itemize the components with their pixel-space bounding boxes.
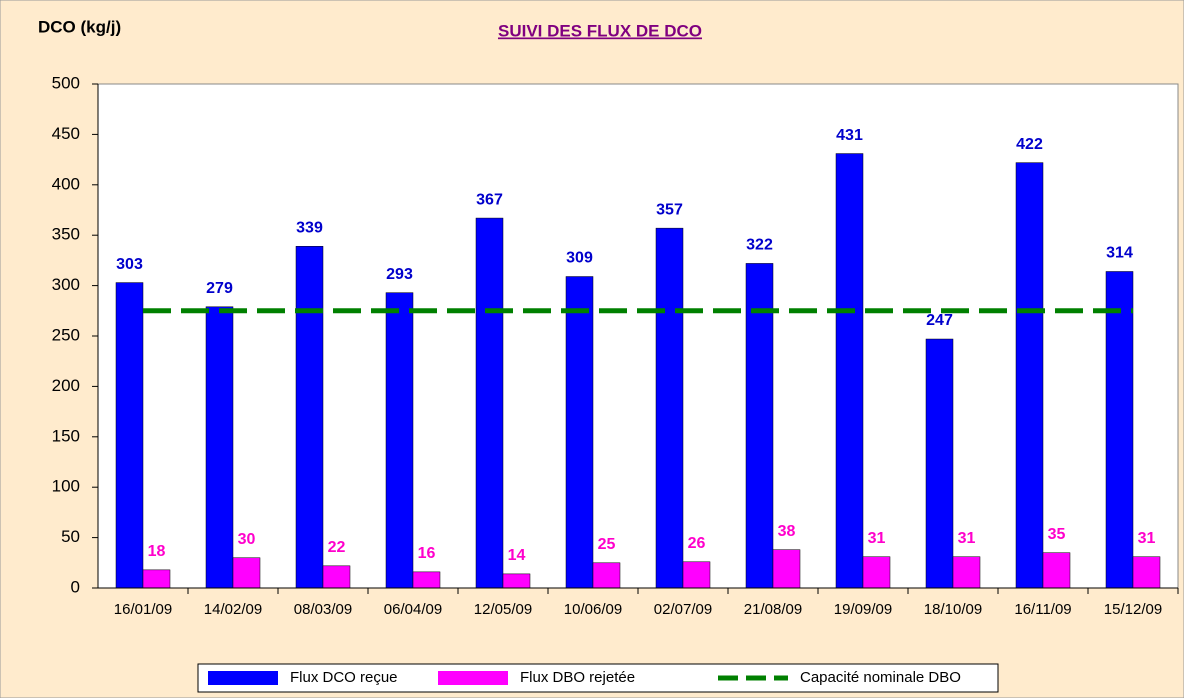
x-tick-label: 16/11/09: [1014, 601, 1071, 618]
y-tick-label: 350: [52, 225, 80, 244]
bar: [592, 562, 621, 589]
y-tick-label: 0: [71, 577, 80, 596]
data-label: 339: [296, 220, 323, 237]
data-label: 314: [1106, 245, 1133, 262]
legend-swatch: [208, 671, 278, 685]
y-tick-label: 250: [52, 325, 80, 344]
x-tick-label: 15/12/09: [1104, 601, 1162, 618]
x-tick-label: 02/07/09: [654, 601, 712, 618]
y-tick-label: 50: [61, 527, 80, 546]
data-label: 31: [1138, 530, 1156, 547]
data-label: 16: [418, 545, 436, 562]
legend: [197, 663, 999, 693]
bar: [322, 565, 351, 589]
data-label: 309: [566, 250, 593, 267]
data-label: 322: [746, 237, 773, 254]
x-tick-label: 16/01/09: [114, 601, 172, 618]
data-label: 38: [778, 523, 796, 540]
x-tick-label: 21/08/09: [744, 601, 802, 618]
y-tick-label: 100: [52, 477, 80, 496]
data-label: 293: [386, 266, 413, 283]
bar: [205, 306, 234, 589]
x-tick-label: 08/03/09: [294, 601, 352, 618]
bar: [565, 276, 594, 589]
bar: [1015, 162, 1044, 589]
data-label: 14: [508, 547, 526, 564]
data-label: 367: [476, 191, 503, 208]
data-label: 279: [206, 280, 233, 297]
data-label: 303: [116, 256, 143, 273]
x-tick-label: 14/02/09: [204, 601, 262, 618]
bar: [115, 282, 144, 589]
data-label: 31: [958, 530, 976, 547]
data-label: 422: [1016, 136, 1043, 153]
x-tick-label: 19/09/09: [834, 601, 892, 618]
y-tick-label: 400: [52, 174, 80, 193]
bar: [925, 338, 954, 589]
y-tick-label: 150: [52, 426, 80, 445]
bar: [232, 557, 261, 589]
legend-swatch: [438, 671, 508, 685]
data-label: 431: [836, 127, 863, 144]
y-tick-label: 450: [52, 124, 80, 143]
y-tick-label: 500: [52, 73, 80, 92]
bar: [295, 246, 324, 589]
bar: [682, 561, 711, 589]
data-label: 35: [1048, 526, 1066, 543]
x-tick-label: 06/04/09: [384, 601, 442, 618]
data-label: 22: [328, 539, 346, 556]
bar: [1042, 552, 1071, 589]
bar: [655, 227, 684, 589]
data-label: 31: [868, 530, 886, 547]
bar: [1105, 271, 1134, 589]
data-label: 26: [688, 535, 706, 552]
data-label: 25: [598, 536, 616, 553]
bar: [142, 569, 171, 589]
bar: [772, 549, 801, 589]
chart-title: SUIVI DES FLUX DE DCO: [498, 21, 702, 40]
data-label: 247: [926, 312, 953, 329]
x-tick-label: 18/10/09: [924, 601, 982, 618]
bar: [1132, 556, 1161, 589]
bar: [412, 571, 441, 589]
y-axis-label: DCO (kg/j): [38, 17, 121, 36]
y-tick-label: 200: [52, 376, 80, 395]
bar: [475, 217, 504, 589]
bar: [502, 573, 531, 589]
bar: [745, 263, 774, 589]
bar: [862, 556, 891, 589]
plot-area: [97, 83, 1179, 589]
bar: [385, 292, 414, 589]
legend-label: Flux DCO reçue: [290, 669, 398, 686]
y-tick-label: 300: [52, 275, 80, 294]
bar: [835, 153, 864, 589]
data-label: 18: [148, 543, 166, 560]
legend-label: Capacité nominale DBO: [800, 669, 961, 686]
x-tick-label: 12/05/09: [474, 601, 532, 618]
legend-label: Flux DBO rejetée: [520, 669, 635, 686]
data-label: 30: [238, 531, 256, 548]
x-tick-label: 10/06/09: [564, 601, 622, 618]
bar: [952, 556, 981, 589]
data-label: 357: [656, 201, 683, 218]
